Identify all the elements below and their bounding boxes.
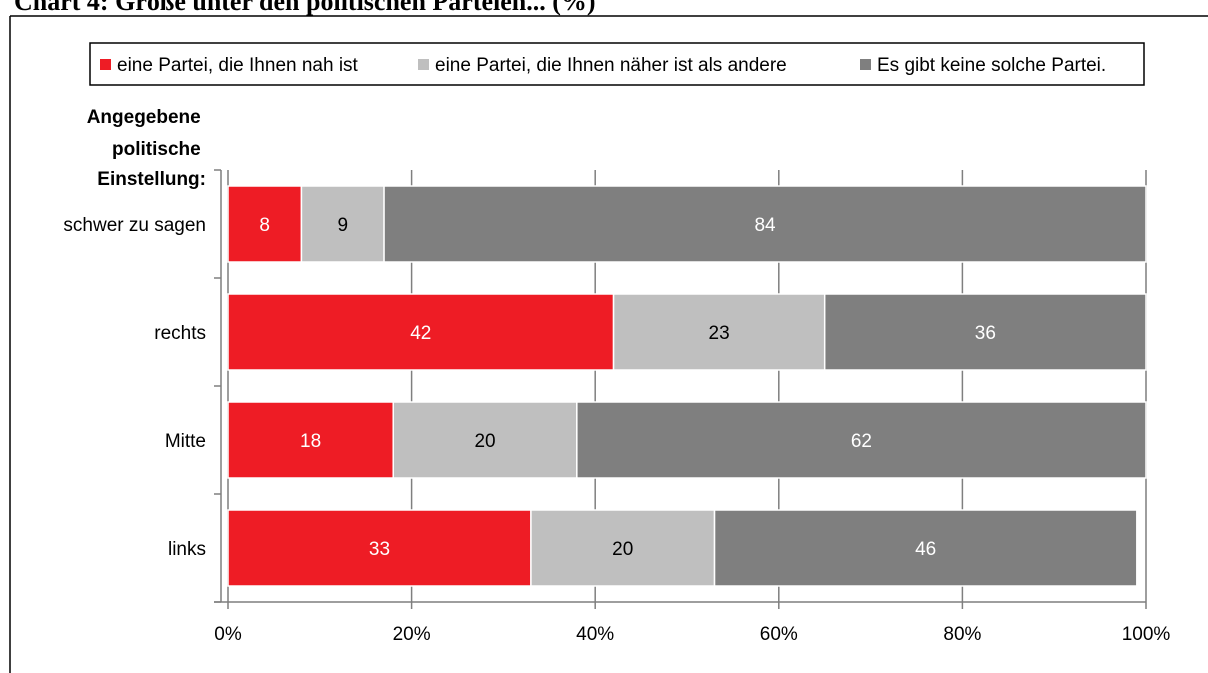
x-tick-label-5: 100% (1122, 624, 1171, 645)
data-label-3-2: 46 (915, 539, 936, 560)
data-label-2-2: 62 (851, 431, 872, 452)
legend-label-1: eine Partei, die Ihnen näher ist als and… (435, 55, 787, 76)
bar-0-0 (227, 185, 303, 263)
bar-3-1 (530, 509, 716, 587)
data-label-1-0: 42 (410, 323, 431, 344)
legend-box (89, 42, 1145, 86)
bar-0-2 (383, 185, 1147, 263)
data-label-3-1: 20 (612, 539, 633, 560)
data-label-0-1: 9 (337, 215, 348, 236)
data-label-1-1: 23 (709, 323, 730, 344)
bar-0-1 (300, 185, 385, 263)
legend: eine Partei, die Ihnen nah ist eine Part… (89, 42, 1145, 86)
data-label-0-0: 8 (259, 215, 270, 236)
bar-3-2 (713, 509, 1138, 587)
y-axis-title-line-2: politische (112, 139, 201, 160)
bar-1-2 (823, 293, 1147, 371)
data-label-2-0: 18 (300, 431, 321, 452)
bar-2-1 (392, 401, 578, 479)
x-tick-label-3: 60% (760, 624, 798, 645)
category-label-2: Mitte (165, 431, 206, 452)
bars-layer: 8 9 84 42 23 36 18 20 62 33 20 46 (227, 185, 1147, 587)
category-label-0: schwer zu sagen (63, 215, 206, 236)
legend-label-2: Es gibt keine solche Partei. (877, 55, 1106, 76)
category-label-3: links (168, 539, 206, 560)
data-label-3-0: 33 (369, 539, 390, 560)
legend-swatch-2 (860, 59, 871, 70)
legend-label-0: eine Partei, die Ihnen nah ist (117, 55, 359, 76)
x-tick-label-4: 80% (943, 624, 981, 645)
legend-swatch-0 (100, 59, 111, 70)
x-tick-label-1: 20% (393, 624, 431, 645)
x-tick-label-0: 0% (214, 624, 242, 645)
y-axis-title-line-1: Angegebene (87, 107, 201, 128)
data-label-2-1: 20 (474, 431, 495, 452)
chart-header-fragment: Chart 4: Größe unter den politischen Par… (14, 0, 596, 16)
y-axis-title-line-3: Einstellung: (97, 169, 206, 190)
y-axis-title: Angegebene politische Einstellung: (87, 107, 206, 190)
bar-2-0 (227, 401, 394, 479)
x-tick-label-2: 40% (576, 624, 614, 645)
legend-swatch-1 (418, 59, 429, 70)
axis-layer: 0% 20% 40% 60% 80% 100% schwer zu sagen rechts M… (63, 169, 1171, 645)
bar-2-2 (576, 401, 1147, 479)
data-label-1-2: 36 (975, 323, 996, 344)
category-label-1: rechts (154, 323, 206, 344)
data-label-0-2: 84 (754, 215, 776, 236)
